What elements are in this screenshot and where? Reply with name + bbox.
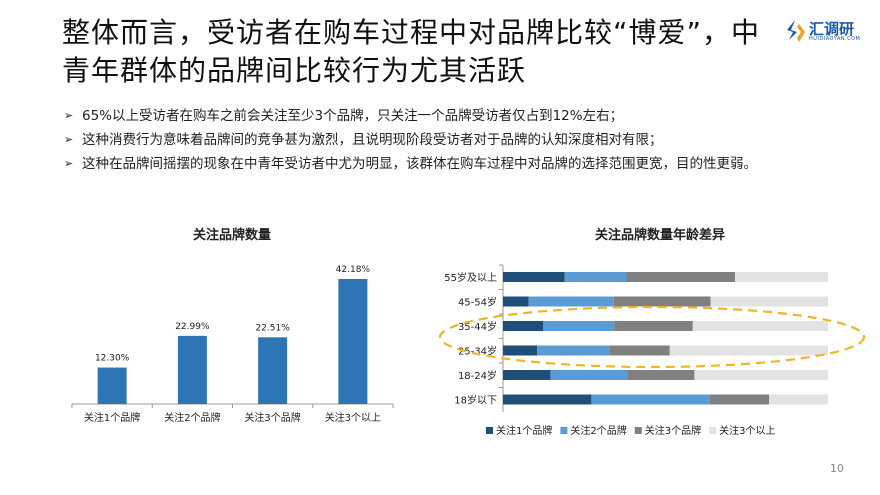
y-tick-label: 18-24岁 [458,369,497,382]
y-tick-label: 25-34岁 [458,345,497,358]
bar [338,279,368,404]
bullet-text: 这种在品牌间摇摆的现象在中青年受访者中尤为明显，该群体在购车过程中对品牌的选择范… [82,156,757,172]
legend-swatch [634,427,642,434]
bar-segment [710,296,828,307]
bar-segment [710,394,770,405]
bullet-item: ➢ 这种消费行为意味着品牌间的竞争甚为激烈，且说明现阶段受访者对于品牌的认知深度相… [64,128,824,152]
bar-segment [550,370,628,380]
legend-label: 关注3个以上 [719,424,775,437]
bar [177,335,207,404]
legend-label: 关注2个品牌 [570,424,626,437]
bar-segment [769,394,828,405]
bar-segment [503,321,544,331]
bar [258,337,288,404]
bar-segment [591,394,711,405]
bar-segment [543,321,615,331]
logo-subtext: HUIDIAOYAN.COM [809,36,861,42]
bullet-list: ➢ 65%以上受访者在购车之前会关注至少3个品牌，只关注一个品牌受访者仅占到12%… [64,104,824,176]
bar-segment [626,272,736,282]
chart2-title: 关注品牌数量年龄差异 [594,228,725,243]
legend-swatch [486,427,493,434]
bar-segment [564,272,627,282]
data-label: 22.51% [255,323,290,333]
data-label: 12.30% [95,354,130,364]
bar-segment [669,345,828,356]
bar-segment [609,345,670,356]
arrow-right-icon: ➢ [64,109,74,122]
bar-segment [735,272,828,282]
bar-segment [627,370,695,380]
x-tick-label: 关注3个品牌 [244,411,300,424]
data-label: 22.99% [175,322,210,332]
bullet-item: ➢ 65%以上受访者在购车之前会关注至少3个品牌，只关注一个品牌受访者仅占到12%… [64,104,824,128]
legend-swatch [560,427,568,434]
y-tick-label: 45-54岁 [458,296,497,309]
data-label: 42.18% [336,265,371,275]
bar-segment [503,272,565,282]
highlight-ellipse [438,305,866,369]
bar-segment [503,370,551,380]
y-tick-label: 55岁及以上 [444,271,497,284]
bar-segment [537,345,610,356]
bar-segment [694,370,828,380]
arrow-right-icon: ➢ [64,157,74,170]
bullet-text: 65%以上受访者在购车之前会关注至少3个品牌，只关注一个品牌受访者仅占到12%左… [82,108,624,124]
legend-label: 关注3个品牌 [645,424,701,437]
bar-segment [692,321,828,331]
legend-label: 关注1个品牌 [496,424,552,437]
chart1-title: 关注品牌数量 [192,228,271,243]
bar-segment [613,296,711,307]
x-tick-label: 关注3个以上 [325,411,381,424]
page-number: 10 [830,462,844,475]
logo-text: 汇调研 [809,20,855,38]
bar-segment [614,321,693,331]
x-tick-label: 关注2个品牌 [164,411,220,424]
y-tick-label: 18岁以下 [454,394,497,407]
arrow-right-icon: ➢ [64,133,74,146]
bar-segment [503,394,592,405]
x-tick-label: 关注1个品牌 [84,411,140,424]
bullet-text: 这种消费行为意味着品牌间的竞争甚为激烈，且说明现阶段受访者对于品牌的认知深度相对… [82,132,663,148]
bar [97,367,127,404]
bar-segment [528,296,614,307]
logo-icon [787,20,805,42]
bar-segment [503,345,538,356]
logo: 汇调研 HUIDIAOYAN.COM [785,18,875,48]
slide-title: 整体而言，受访者在购车过程中对品牌比较“博爱”，中青年群体的品牌间比较行为尤其活… [62,16,761,87]
legend-swatch [709,427,717,434]
bar-segment [503,296,529,307]
bullet-item: ➢ 这种在品牌间摇摆的现象在中青年受访者中尤为明显，该群体在购车过程中对品牌的选择… [64,152,824,176]
y-tick-label: 35-44岁 [458,320,497,333]
